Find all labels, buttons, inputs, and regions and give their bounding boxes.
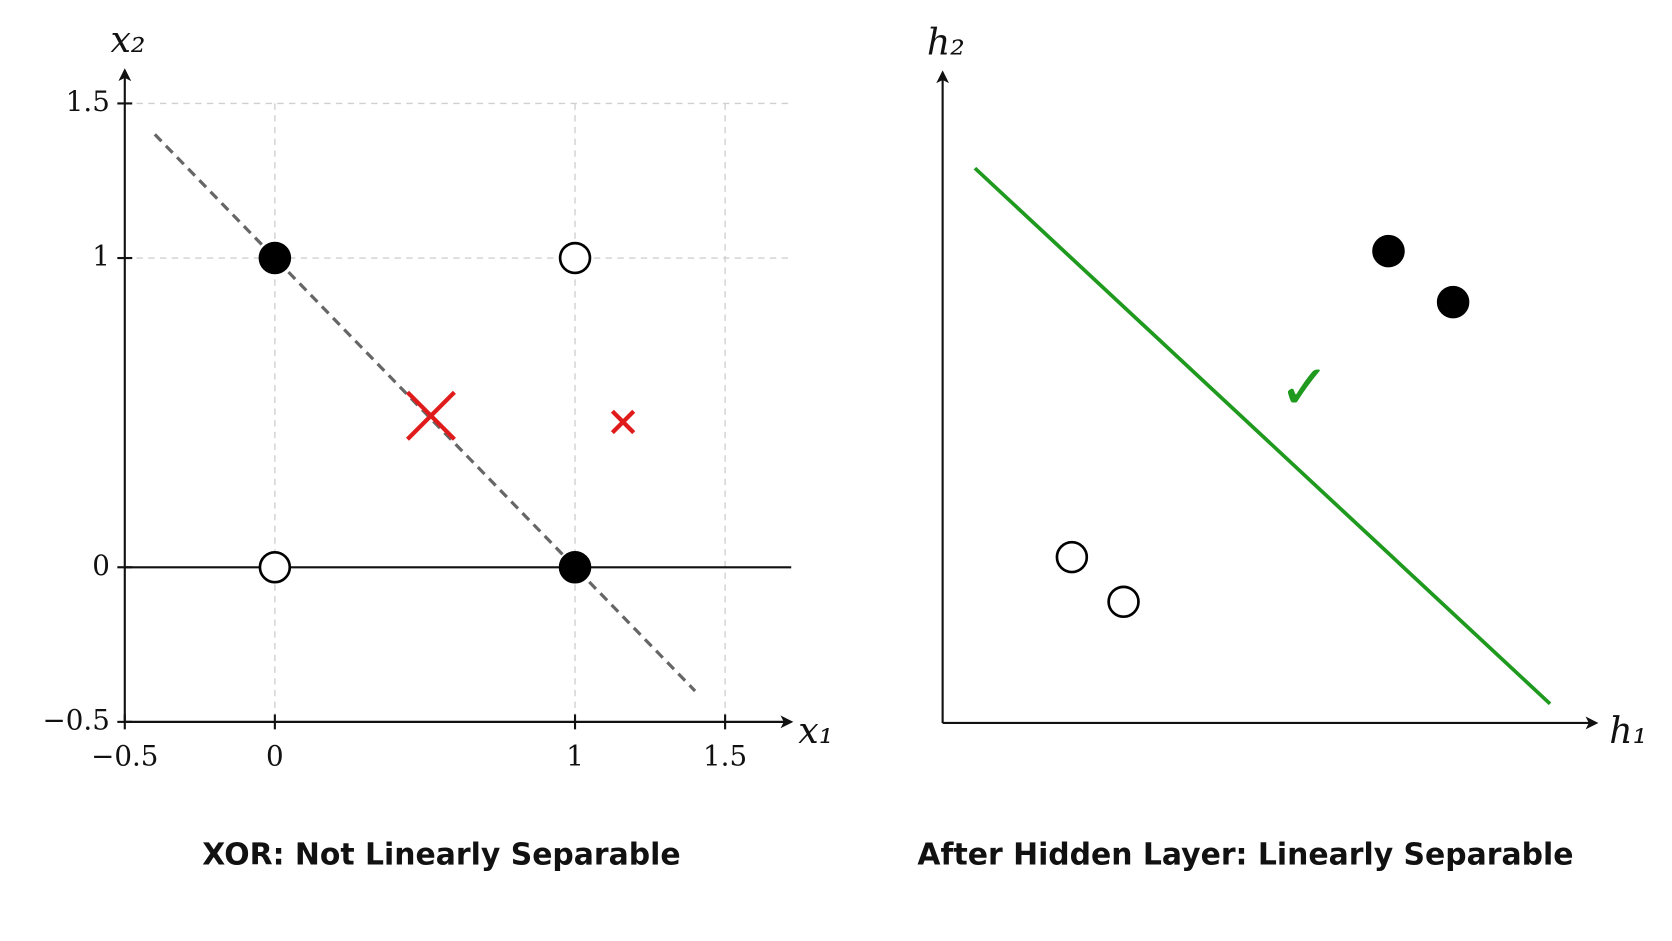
- open-point: [558, 241, 592, 275]
- filled-point: [558, 551, 592, 584]
- y-axis-label: h₂: [927, 20, 965, 63]
- filled-point: [1436, 285, 1470, 319]
- filled-point: [258, 241, 292, 275]
- open-point: [258, 551, 292, 584]
- cross-marker: [405, 390, 456, 441]
- x-axis-label: x₁: [798, 709, 833, 752]
- open-point: [1107, 585, 1140, 619]
- x-tick-label: 1.5: [703, 740, 747, 773]
- y-tick-label: 1: [92, 240, 110, 273]
- x-tick-label: 0: [266, 740, 284, 773]
- y-tick-label: 1.5: [66, 85, 110, 118]
- x-axis-label: h₁: [1609, 709, 1647, 752]
- cross-stroke: [610, 409, 636, 435]
- x-tick-label: −0.5: [91, 740, 158, 773]
- separator-line: [973, 166, 1552, 706]
- annotation: ✓: [1279, 351, 1331, 423]
- open-point: [1055, 540, 1089, 574]
- filled-point: [1372, 234, 1405, 268]
- y-tick-label: −0.5: [43, 703, 110, 736]
- chart-caption: After Hidden Layer: Linearly Separable: [917, 838, 1573, 873]
- cross-stroke: [405, 390, 456, 441]
- chart-caption: XOR: Not Linearly Separable: [202, 838, 680, 873]
- y-tick-label: 0: [92, 549, 110, 582]
- x-tick-label: 1: [566, 740, 584, 773]
- cross-marker: [610, 409, 636, 435]
- y-axis-label: x₂: [110, 18, 145, 61]
